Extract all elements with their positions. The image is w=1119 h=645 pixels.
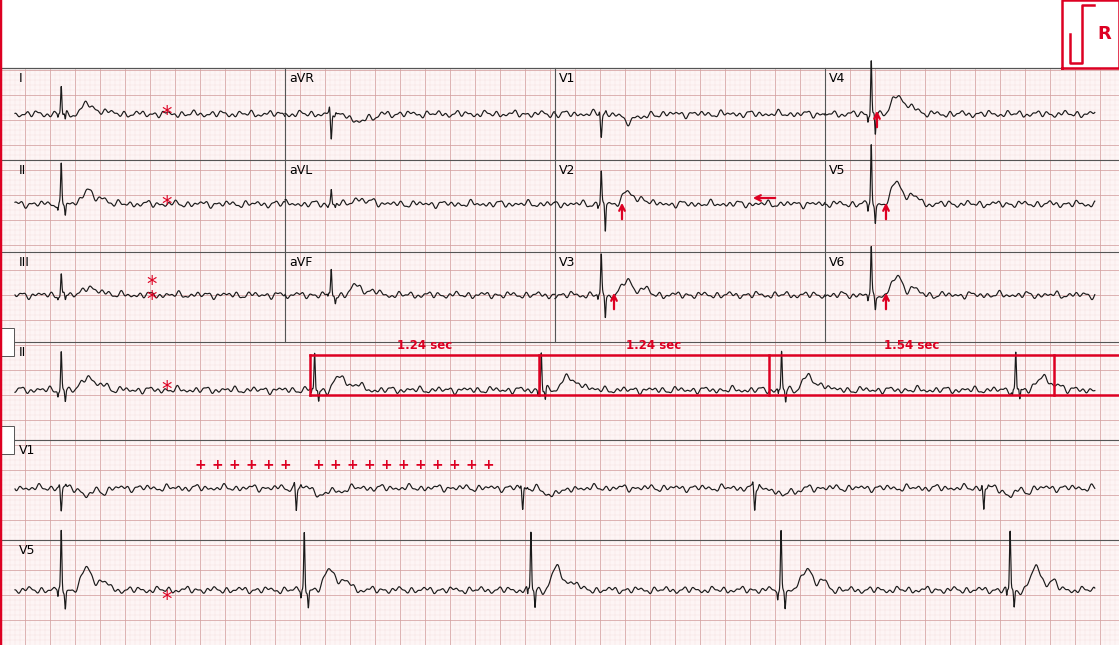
Text: +: +: [279, 458, 291, 472]
Text: +: +: [364, 458, 375, 472]
Text: aVF: aVF: [289, 256, 312, 269]
Text: +: +: [245, 458, 257, 472]
Text: V3: V3: [560, 256, 575, 269]
Bar: [0, 328, 15, 356]
Text: +: +: [346, 458, 358, 472]
Text: V5: V5: [19, 544, 36, 557]
Text: 1.24 sec: 1.24 sec: [397, 339, 452, 352]
Text: *: *: [162, 590, 172, 610]
Text: +: +: [228, 458, 239, 472]
Text: V4: V4: [829, 72, 845, 85]
Text: aVR: aVR: [289, 72, 314, 85]
Text: +: +: [449, 458, 460, 472]
Text: +: +: [482, 458, 493, 472]
Bar: [0, 426, 15, 454]
Text: +: +: [195, 458, 206, 472]
Text: II: II: [19, 164, 26, 177]
Text: +: +: [466, 458, 477, 472]
Text: *: *: [162, 195, 172, 215]
Text: *: *: [162, 380, 172, 400]
Text: +: +: [431, 458, 443, 472]
Text: +: +: [397, 458, 408, 472]
Text: +: +: [380, 458, 392, 472]
Text: +: +: [414, 458, 426, 472]
Text: *: *: [147, 290, 157, 310]
Text: I: I: [19, 72, 22, 85]
Text: V5: V5: [829, 164, 846, 177]
Text: *: *: [162, 105, 172, 125]
Text: +: +: [329, 458, 341, 472]
Text: III: III: [19, 256, 30, 269]
Text: aVL: aVL: [289, 164, 312, 177]
Text: V1: V1: [19, 444, 36, 457]
Text: +: +: [211, 458, 223, 472]
Text: 1.54 sec: 1.54 sec: [884, 339, 939, 352]
Text: V2: V2: [560, 164, 575, 177]
Text: II: II: [19, 346, 26, 359]
Text: V6: V6: [829, 256, 845, 269]
Text: V1: V1: [560, 72, 575, 85]
Text: +: +: [262, 458, 274, 472]
Text: R: R: [1097, 25, 1111, 43]
Text: +: +: [312, 458, 323, 472]
Text: 1.24 sec: 1.24 sec: [627, 339, 681, 352]
Text: *: *: [147, 275, 157, 295]
